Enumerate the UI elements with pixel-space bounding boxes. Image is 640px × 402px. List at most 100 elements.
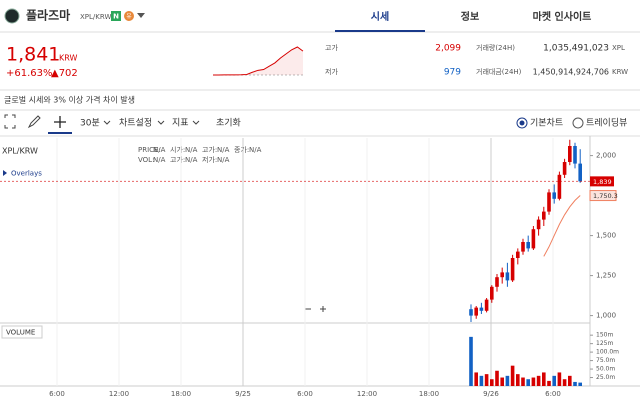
candle-body: [505, 272, 510, 281]
info-label: 종가:: [234, 145, 249, 154]
chart-title: XPL/KRW: [2, 147, 38, 156]
candle-body: [578, 163, 582, 182]
info-value: N/A: [185, 146, 198, 154]
sparkline: [212, 46, 304, 76]
volume-bar: [531, 377, 536, 386]
y-tick-label: 1,500: [596, 232, 616, 240]
candle-body: [516, 251, 520, 258]
info-value: N/A: [249, 146, 262, 154]
zoom-in[interactable]: [320, 306, 326, 312]
x-tick-label: 6:00: [49, 390, 65, 398]
volume-bar: [573, 381, 577, 386]
volume-bar: [578, 382, 582, 386]
crosshair-icon[interactable]: [54, 116, 66, 128]
toolbar-button[interactable]: 지표: [172, 118, 189, 129]
x-tick-label: 6:00: [297, 390, 313, 398]
price-tag-label: 1,839: [593, 178, 612, 186]
info-value: N/A: [185, 156, 198, 164]
info-label: VOL:: [138, 156, 154, 164]
x-tick-label: 9/25: [235, 390, 251, 398]
stat-label: 저가: [325, 67, 338, 76]
volume-bar: [562, 379, 567, 386]
change-rate: +61.63%: [6, 68, 53, 79]
overlays[interactable]: Overlays: [11, 170, 42, 178]
volume-bar: [474, 372, 478, 386]
candle-body: [557, 174, 562, 199]
moving-average: [543, 195, 581, 257]
candle-body: [573, 146, 577, 164]
candle-body: [479, 307, 484, 311]
volume-bar: [469, 336, 473, 386]
ma-tag: [589, 190, 617, 202]
stat-value: 979: [444, 68, 461, 78]
stat-label: 거래대금(24H): [476, 67, 522, 76]
badge: [111, 11, 121, 21]
info-value: N/A: [153, 156, 166, 164]
candle-body: [510, 258, 515, 281]
candle-body: [495, 277, 499, 287]
sparkline-area: [213, 47, 303, 75]
ma-tag-label: 1,750.3: [593, 192, 618, 200]
volume-bar: [521, 377, 525, 386]
toolbar-button[interactable]: 초기화: [216, 118, 241, 129]
dropdown-arrow: [157, 120, 165, 125]
dropdown-arrow: [103, 120, 111, 125]
tab[interactable]: 시세: [371, 10, 389, 23]
candle-body: [562, 162, 567, 175]
volume-bar: [536, 375, 541, 386]
candle-body: [490, 286, 494, 300]
candle-body: [484, 299, 489, 311]
stat-value: 2,099: [435, 44, 461, 54]
volume-bar: [557, 372, 562, 386]
volume-bar: [490, 379, 494, 386]
radio-dot: [519, 120, 525, 126]
dropdown-arrow: [192, 120, 200, 125]
radio[interactable]: [572, 117, 584, 129]
stat-label: 고가: [325, 43, 338, 52]
zoom-controls: [300, 303, 332, 315]
toolbar-button[interactable]: 차트설정: [119, 117, 152, 129]
volume-bar: [552, 375, 556, 386]
stat-label: 거래량(24H): [476, 43, 515, 52]
volume-bar: [516, 374, 520, 386]
dropdown-arrow[interactable]: [137, 13, 145, 18]
y-tick-label: 2,000: [596, 152, 616, 160]
info-value: N/A: [153, 146, 166, 154]
y-tick-label: 1,250: [596, 272, 616, 280]
view-option[interactable]: 기본차트: [530, 117, 563, 129]
volume-title: VOLUME: [6, 329, 35, 337]
info-label: 시가:: [170, 145, 185, 154]
interval[interactable]: 30분: [80, 118, 100, 129]
tab[interactable]: 마켓 인사이트: [533, 10, 592, 23]
candle-body: [531, 229, 536, 249]
candle-body: [469, 309, 473, 316]
y2-tick-label: 100.0m: [596, 349, 619, 356]
badge-text: 유: [126, 13, 132, 20]
volume-bar: [484, 374, 489, 386]
stat-value: 1,450,914,924,706: [533, 68, 609, 77]
stat-unit: KRW: [612, 68, 628, 76]
x-tick-label: 6:00: [545, 390, 561, 398]
expand-icon[interactable]: [3, 170, 7, 176]
x-tick-label: 18:00: [419, 390, 439, 398]
candle-body: [552, 192, 556, 199]
tab[interactable]: 정보: [461, 10, 479, 23]
radio[interactable]: [516, 117, 528, 129]
x-tick-label: 12:00: [109, 390, 129, 398]
pair: XPL/KRW: [80, 13, 111, 21]
candle-body: [500, 272, 504, 278]
info-label: 저가:: [202, 155, 217, 164]
fullscreen-icon[interactable]: [4, 114, 16, 129]
volume-bar: [479, 375, 484, 386]
volume-bar: [547, 380, 551, 386]
volume-title-box: [1, 325, 43, 339]
volume-bar: [568, 375, 572, 386]
info-label: 고가:: [170, 155, 185, 164]
draw-icon[interactable]: [27, 115, 41, 129]
candle-body: [536, 219, 541, 230]
view-option[interactable]: 트레이딩뷰: [586, 118, 627, 129]
info-label: PRICE:: [138, 146, 161, 154]
current-price: 1,841: [6, 44, 60, 66]
